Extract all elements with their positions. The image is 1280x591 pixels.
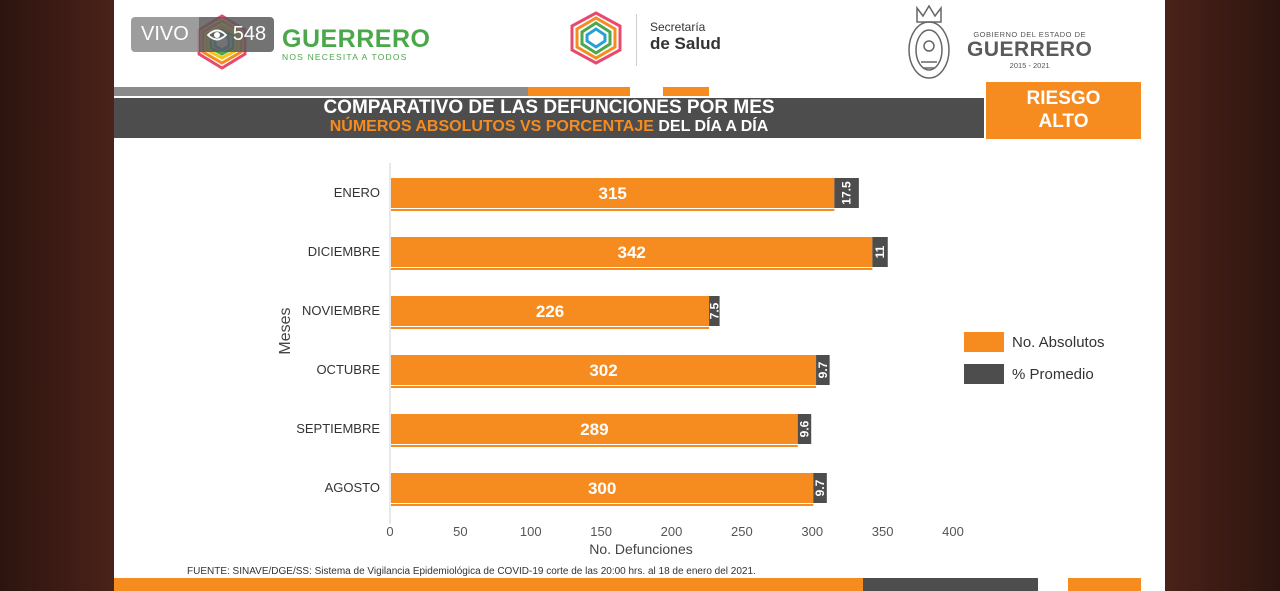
government-brand: GOBIERNO DEL ESTADO DE GUERRERO 2015 - 2… xyxy=(967,30,1092,70)
viewer-count: 548 xyxy=(198,17,275,52)
bar-percent xyxy=(797,414,812,444)
bar-absolute xyxy=(391,473,814,503)
bar-value-label: 302 xyxy=(589,361,617,380)
legend-label: % Promedio xyxy=(1012,366,1094,383)
bar-absolute xyxy=(391,355,817,385)
bar-absolute xyxy=(391,178,835,208)
category-label: OCTUBRE xyxy=(316,362,380,377)
salud-logo-icon xyxy=(570,11,622,65)
bar-underline xyxy=(391,445,798,447)
viewer-count-value: 548 xyxy=(232,23,267,45)
guerrero-brand: GUERRERO NOS NECESITA A TODOS xyxy=(282,26,430,62)
bar-value-label: 289 xyxy=(580,420,608,439)
bar-value-label: 226 xyxy=(536,302,564,321)
chart-subtitle-highlight: NÚMEROS ABSOLUTOS VS PORCENTAJE xyxy=(329,118,654,135)
live-label: VIVO xyxy=(131,17,199,52)
bar-percent-label: 9.7 xyxy=(816,361,830,378)
top-stripe-gray xyxy=(114,87,528,96)
salud-brand: Secretaría de Salud xyxy=(650,20,721,54)
guerrero-brand-title: GUERRERO xyxy=(282,25,431,53)
government-years: 2015 - 2021 xyxy=(1009,61,1050,70)
bar-percent xyxy=(709,296,720,326)
risk-line2: ALTO xyxy=(1038,111,1089,132)
x-tick-label: 100 xyxy=(520,524,542,539)
bar-absolute xyxy=(391,296,710,326)
chart-subtitle-rest: DEL DÍA A DÍA xyxy=(653,118,769,135)
bar-absolute xyxy=(391,414,798,444)
category-label: ENERO xyxy=(334,185,380,200)
title-banner: COMPARATIVO DE LAS DEFUNCIONES POR MES N… xyxy=(114,98,984,138)
x-tick-label: 0 xyxy=(386,524,393,539)
bar-underline xyxy=(391,209,835,211)
eye-icon xyxy=(206,29,227,40)
bottom-stripe-orange xyxy=(114,578,863,591)
video-frame-left xyxy=(0,0,114,591)
bar-absolute xyxy=(391,237,873,267)
bar-percent xyxy=(816,355,830,385)
bar-percent xyxy=(813,473,827,503)
logo-divider xyxy=(636,14,637,66)
bar-underline xyxy=(391,327,710,329)
state-seal-icon xyxy=(908,4,950,79)
salud-line2: de Salud xyxy=(650,34,721,53)
source-note: FUENTE: SINAVE/DGE/SS: Sistema de Vigila… xyxy=(187,566,756,577)
x-tick-label: 300 xyxy=(801,524,823,539)
legend-label: No. Absolutos xyxy=(1012,334,1105,351)
x-tick-label: 150 xyxy=(590,524,612,539)
risk-badge: RIESGO ALTO xyxy=(986,82,1141,139)
bar-underline xyxy=(391,504,814,506)
x-tick-label: 250 xyxy=(731,524,753,539)
y-axis-title: Meses xyxy=(277,307,294,354)
category-label: SEPTIEMBRE xyxy=(296,421,380,436)
category-label: AGOSTO xyxy=(325,480,380,495)
category-label: DICIEMBRE xyxy=(308,244,381,259)
bar-percent xyxy=(872,237,888,267)
bar-underline xyxy=(391,268,873,270)
top-stripe-orange xyxy=(528,87,630,96)
x-tick-label: 350 xyxy=(872,524,894,539)
bar-percent-label: 7.5 xyxy=(707,302,721,319)
government-line2: GUERRERO xyxy=(967,38,1093,61)
video-frame-right xyxy=(1165,0,1280,591)
bar-value-label: 342 xyxy=(617,243,645,262)
chart-title: COMPARATIVO DE LAS DEFUNCIONES POR MES xyxy=(323,97,775,118)
bar-underline xyxy=(391,386,817,388)
bottom-stripe-gray xyxy=(863,578,1038,591)
bar-percent xyxy=(834,178,859,208)
bar-value-label: 300 xyxy=(588,479,616,498)
legend-swatch xyxy=(964,332,1004,352)
x-tick-label: 50 xyxy=(453,524,467,539)
guerrero-brand-subtitle: NOS NECESITA A TODOS xyxy=(282,52,408,62)
risk-line1: RIESGO xyxy=(1026,88,1101,109)
live-badge: VIVO 548 xyxy=(131,17,275,52)
x-tick-label: 400 xyxy=(942,524,964,539)
salud-line1: Secretaría xyxy=(650,20,706,34)
bar-percent-label: 9.6 xyxy=(797,420,811,437)
bar-value-label: 315 xyxy=(598,184,626,203)
government-line1: GOBIERNO DEL ESTADO DE xyxy=(973,30,1087,39)
bar-percent-label: 17.5 xyxy=(840,181,854,205)
x-tick-label: 200 xyxy=(661,524,683,539)
category-label: NOVIEMBRE xyxy=(302,303,380,318)
bottom-stripe-orange-small xyxy=(1068,578,1141,591)
legend-swatch xyxy=(964,364,1004,384)
x-axis-title: No. Defunciones xyxy=(589,541,693,557)
bar-percent-label: 11 xyxy=(873,245,887,258)
top-stripe-orange-small xyxy=(663,87,709,96)
bar-percent-label: 9.7 xyxy=(813,479,827,496)
chart-subtitle: NÚMEROS ABSOLUTOS VS PORCENTAJE DEL DÍA … xyxy=(114,117,984,137)
